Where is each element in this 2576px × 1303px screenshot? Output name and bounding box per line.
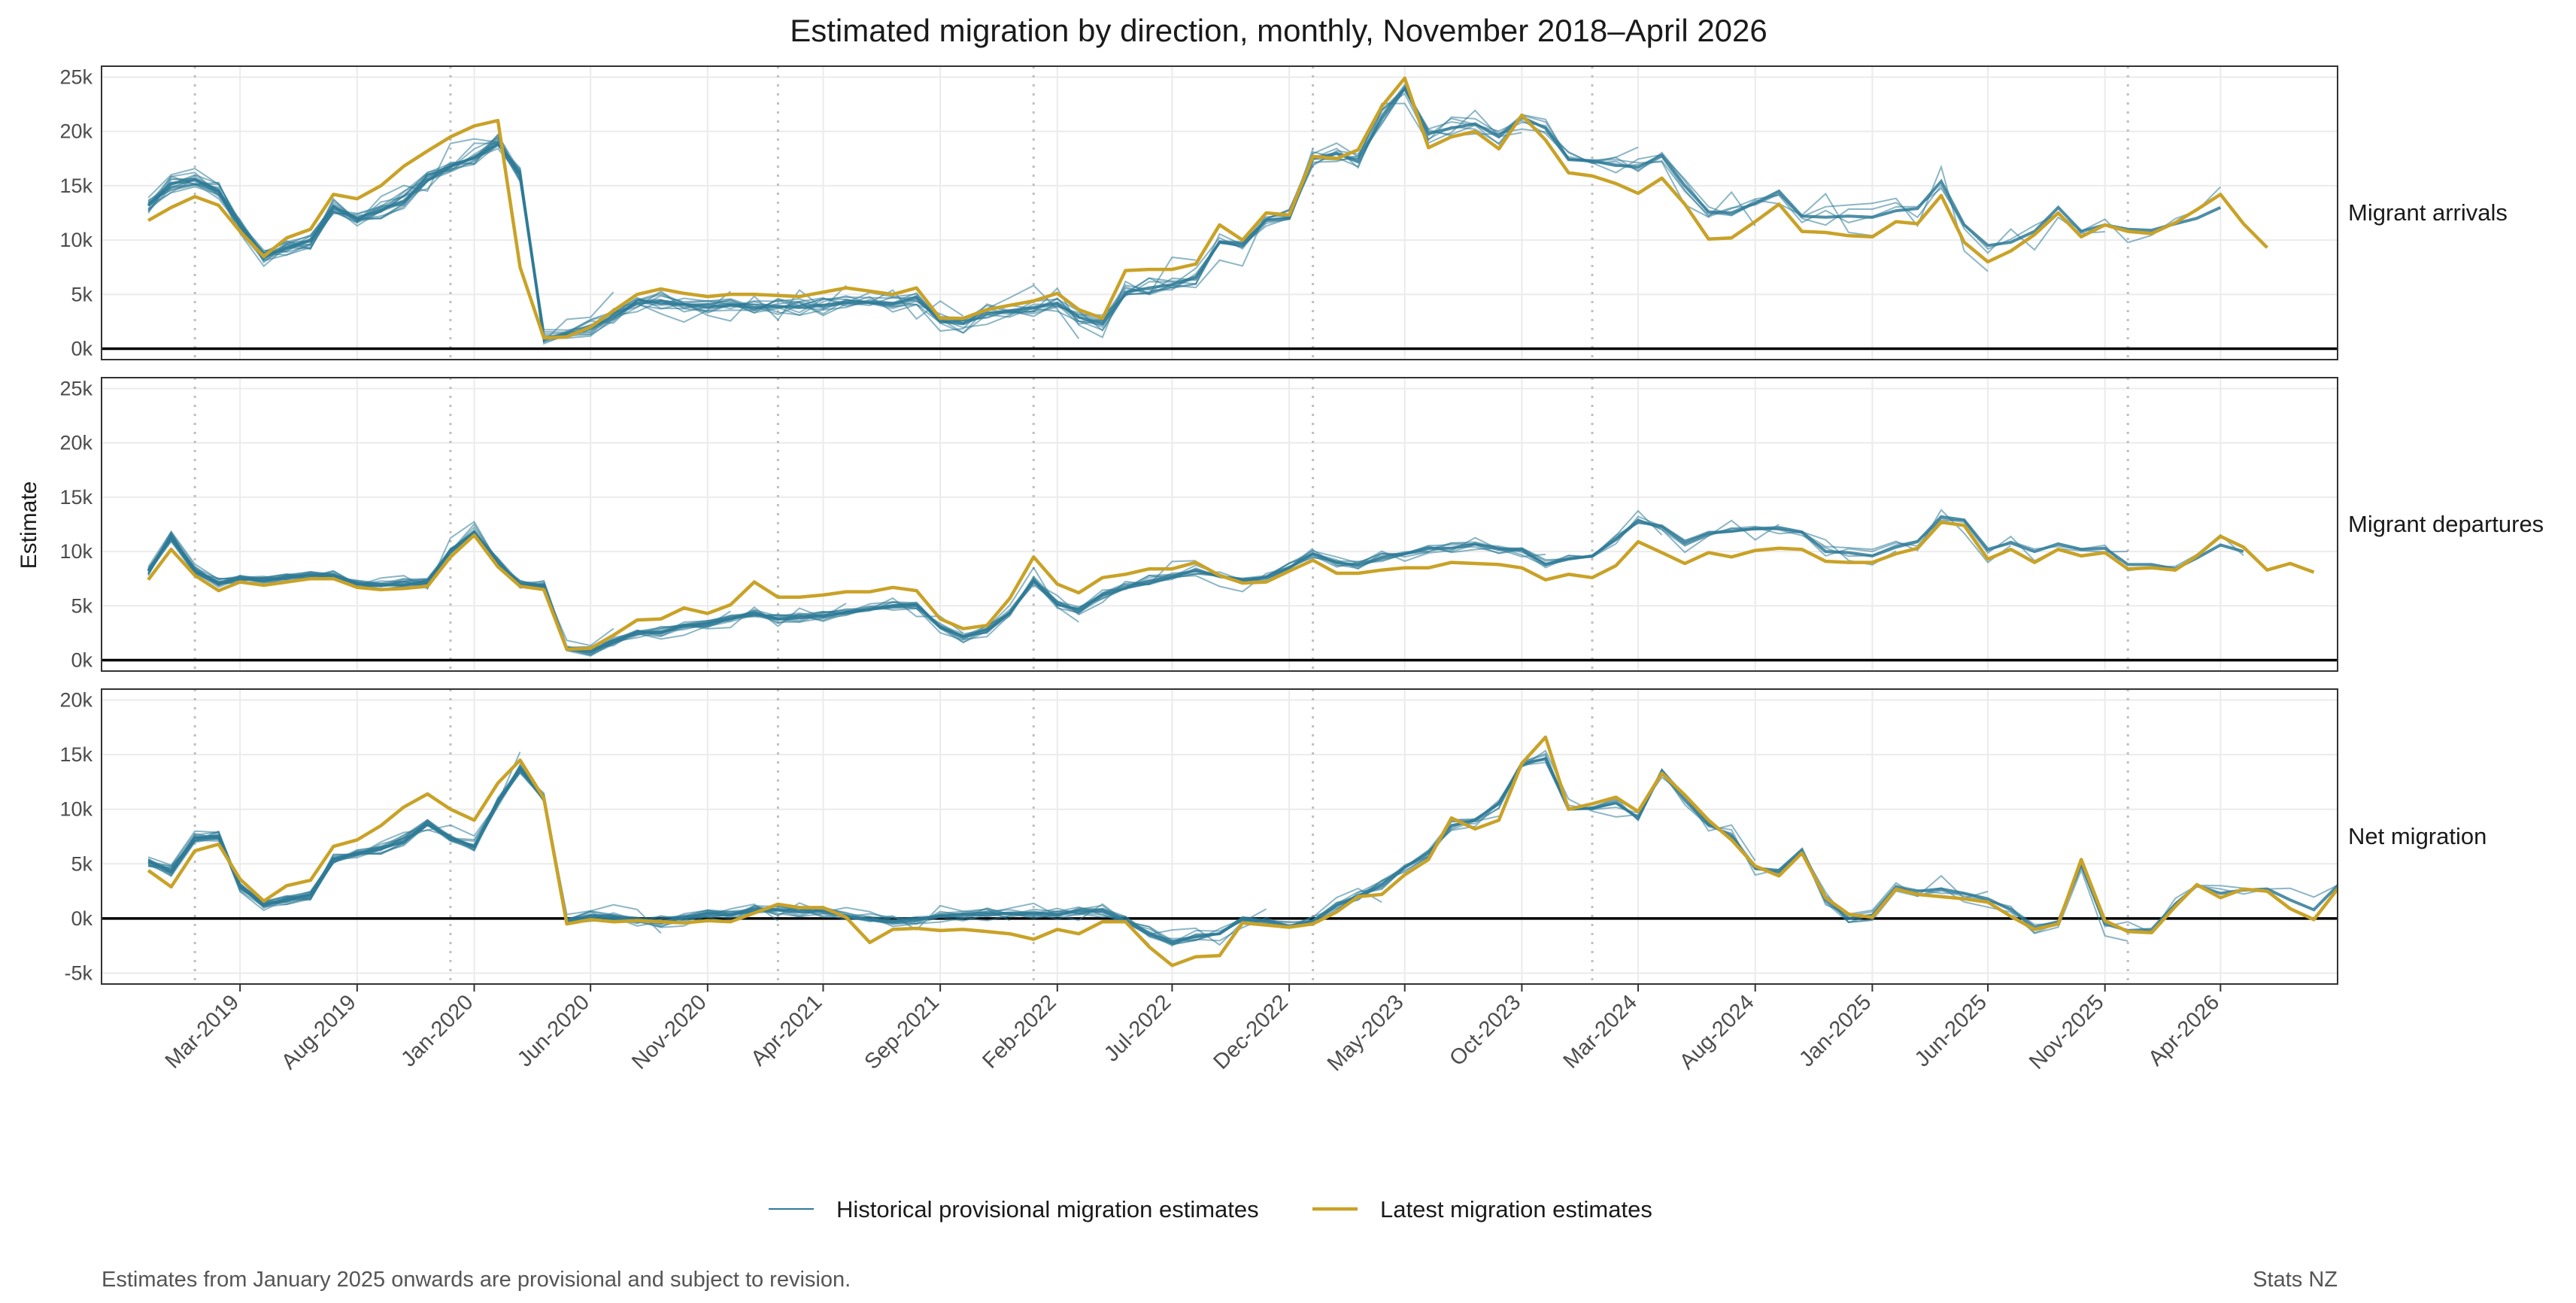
x-tick-label: Mar-2024 <box>1559 990 1642 1073</box>
caption-note: Estimates from January 2025 onwards are … <box>102 1268 851 1292</box>
y-tick-label: 20k <box>59 432 93 454</box>
legend-label: Latest migration estimates <box>1380 1196 1652 1223</box>
panel-strip-label: Migrant arrivals <box>2348 199 2508 226</box>
x-tick-label: May-2023 <box>1323 990 1409 1076</box>
panel-border <box>101 65 2338 360</box>
legend-item-latest: Latest migration estimates <box>1312 1196 1652 1223</box>
panel-strip-label: Migrant departures <box>2348 511 2544 537</box>
y-tick-label: 20k <box>59 689 93 712</box>
series-lines <box>147 509 2315 657</box>
y-tick-label: 15k <box>59 175 93 197</box>
panel-background <box>102 689 2338 984</box>
latest-estimate-line <box>147 735 2338 967</box>
x-tick-label: Apr-2021 <box>746 990 827 1071</box>
y-tick-label: 0k <box>71 649 93 672</box>
historical-estimate-line <box>147 87 1639 339</box>
caption-source: Stats NZ <box>2253 1268 2338 1292</box>
legend-item-historical: Historical provisional migration estimat… <box>769 1196 1259 1223</box>
series-lines <box>147 735 2338 967</box>
y-tick-label: 5k <box>71 594 93 617</box>
historical-estimate-line <box>147 147 847 337</box>
latest-estimate-line <box>147 76 2268 340</box>
panel-net-migration: -5k 0k 5k 10k 15k 20k Net migration <box>59 688 2486 985</box>
x-tick-label: Jun-2025 <box>1910 990 1992 1071</box>
y-tick-label: 10k <box>59 229 93 251</box>
panel-background <box>102 66 2338 360</box>
panel-strip-label: Net migration <box>2348 823 2486 849</box>
x-tick-label: Oct-2023 <box>1445 990 1525 1071</box>
y-tick-label: 10k <box>59 798 93 821</box>
y-tick-label: -5k <box>64 961 93 984</box>
x-tick-label: Nov-2020 <box>627 990 712 1074</box>
y-tick-label: 5k <box>71 852 93 875</box>
x-tick-label: Nov-2025 <box>2025 990 2109 1074</box>
historical-estimate-line <box>147 519 2244 655</box>
x-tick-label: Aug-2019 <box>277 990 361 1074</box>
x-tick-label: Jun-2020 <box>513 990 594 1071</box>
panel-background <box>102 378 2338 671</box>
panel-migrant-departures: 0k 5k 10k 15k 20k 25k Migrant departures <box>59 377 2544 672</box>
x-tick-label: Dec-2022 <box>1209 990 1293 1074</box>
chart-legend: Historical provisional migration estimat… <box>769 1196 1652 1223</box>
y-tick-label: 15k <box>59 486 93 509</box>
x-tick-label: Aug-2024 <box>1675 990 1759 1074</box>
historical-estimate-line <box>147 757 2338 944</box>
x-tick-label: Feb-2022 <box>978 990 1060 1073</box>
panel-border <box>101 688 2338 985</box>
series-lines <box>147 76 2268 345</box>
x-tick-label: Jul-2022 <box>1100 990 1176 1066</box>
y-tick-label: 0k <box>71 338 93 360</box>
y-tick-label: 0k <box>71 907 93 930</box>
latest-estimate-line <box>147 520 2315 652</box>
legend-label: Historical provisional migration estimat… <box>836 1196 1259 1223</box>
x-tick-label: Jan-2020 <box>396 990 478 1071</box>
y-tick-label: 5k <box>71 283 93 305</box>
historical-estimate-line <box>147 86 1989 339</box>
x-tick-label: Apr-2026 <box>2144 990 2224 1071</box>
y-tick-label: 25k <box>59 377 93 399</box>
y-tick-label: 15k <box>59 743 93 766</box>
x-tick-label: Sep-2021 <box>860 990 945 1074</box>
x-tick-label: Jan-2025 <box>1795 990 1876 1071</box>
y-tick-label: 20k <box>59 120 93 143</box>
x-tick-label: Mar-2019 <box>161 990 244 1073</box>
x-axis: Mar-2019 Aug-2019 Jan-2020 Jun-2020 Nov-2020… <box>161 984 2224 1076</box>
y-axis-title: Estimate <box>17 481 41 569</box>
chart-title: Estimated migration by direction, monthl… <box>790 13 1767 48</box>
chart-panels: 0k 5k 10k 15k 20k 25k Migrant arrivals 0k 5k 10k 1… <box>59 65 2544 985</box>
y-tick-label: 10k <box>59 540 93 563</box>
y-tick-label: 25k <box>59 65 93 88</box>
panel-migrant-arrivals: 0k 5k 10k 15k 20k 25k Migrant arrivals <box>59 65 2508 360</box>
panel-border <box>101 377 2338 672</box>
historical-estimate-line <box>147 85 2222 340</box>
historical-estimate-line <box>147 515 2244 654</box>
